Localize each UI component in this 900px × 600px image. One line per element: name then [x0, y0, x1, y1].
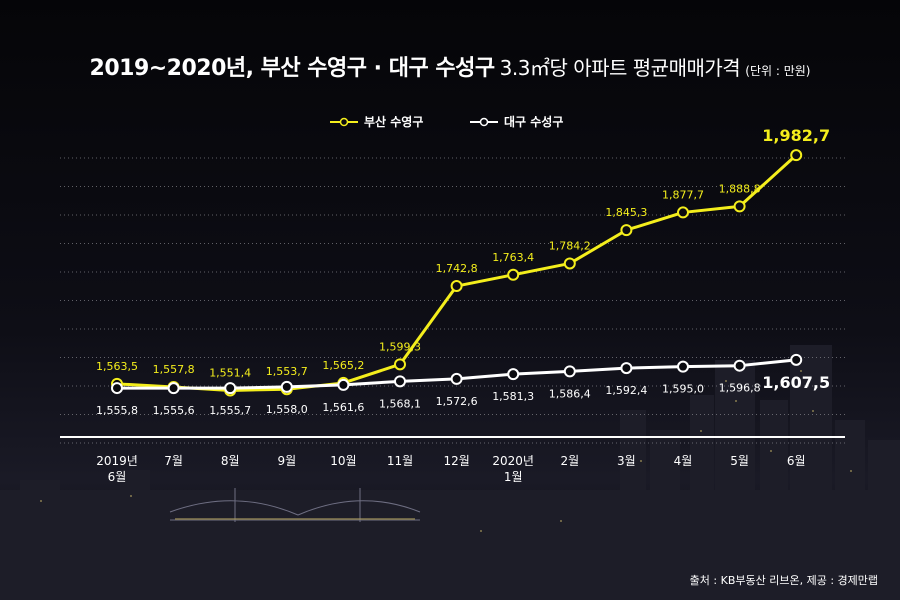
data-point-daegu [620, 362, 633, 375]
legend-item-daegu: 대구 수성구 [470, 113, 563, 130]
legend-label-busan: 부산 수영구 [364, 115, 424, 129]
data-point-daegu [507, 368, 520, 381]
legend-marker-daegu [470, 117, 498, 126]
legend-marker-busan [330, 117, 358, 126]
data-labels: 1,563,5 1,557,8 1,551,4 1,553,7 1,565,2 1,599… [96, 126, 830, 417]
data-point-daegu [563, 365, 576, 378]
title-unit: (단위 : 만원) [745, 64, 811, 78]
data-label-daegu: 1,607,5 [762, 373, 830, 392]
x-tick-label: 12월 [443, 454, 469, 468]
x-tick-label: 6월 [787, 454, 806, 468]
data-point-daegu [224, 382, 237, 395]
data-label-daegu: 1,568,1 [379, 397, 421, 410]
data-point-daegu [450, 372, 463, 385]
data-point-busan [507, 268, 520, 281]
chart-title: 2019~2020년, 부산 수영구 · 대구 수성구 3.3㎡당 아파트 평균… [0, 50, 900, 82]
data-label-daegu: 1,572,6 [436, 395, 478, 408]
data-label-daegu: 1,586,4 [549, 387, 591, 400]
x-tick-label: 2월 [560, 454, 579, 468]
data-label-busan: 1,553,7 [266, 365, 308, 378]
grid-lines [60, 157, 845, 444]
legend-item-busan: 부산 수영구 [330, 113, 423, 130]
data-label-daegu: 1,596,8 [719, 382, 761, 395]
data-label-daegu: 1,592,4 [605, 384, 647, 397]
data-label-daegu: 1,555,7 [209, 404, 251, 417]
data-point-busan [677, 206, 689, 219]
data-label-busan: 1,742,8 [436, 262, 478, 275]
data-point-daegu [337, 378, 350, 391]
data-label-daegu: 1,561,6 [322, 401, 364, 414]
x-tick-label: 2019년 6월 [96, 454, 138, 484]
data-label-busan: 1,551,4 [209, 366, 251, 379]
data-label-busan: 1,845,3 [605, 206, 647, 219]
data-point-daegu [733, 359, 746, 372]
data-point-daegu [280, 380, 293, 393]
x-tick-label: 3월 [617, 454, 636, 468]
data-point-daegu [111, 382, 123, 395]
data-label-daegu: 1,555,8 [96, 404, 138, 417]
data-point-busan [790, 149, 803, 162]
series-group [111, 149, 803, 397]
data-point-daegu [677, 360, 689, 373]
data-point-busan [620, 224, 633, 237]
legend-label-daegu: 대구 수성구 [504, 115, 564, 129]
city-skyline [0, 345, 900, 600]
source-note: 출처 : KB부동산 리브온, 제공 : 경제만랩 [689, 574, 878, 587]
data-label-daegu: 1,595,0 [662, 383, 704, 396]
data-label-busan: 1,565,2 [322, 359, 364, 372]
data-point-daegu [790, 353, 803, 366]
data-point-busan [563, 257, 576, 270]
x-tick-label: 8월 [221, 454, 240, 468]
data-label-daegu: 1,558,0 [266, 403, 308, 416]
x-tick-label: 2020년 1월 [492, 454, 534, 484]
data-label-busan: 1,888,8 [719, 182, 761, 195]
x-tick-label: 9월 [277, 454, 296, 468]
x-tick-label: 10월 [330, 454, 356, 468]
data-point-busan [394, 358, 406, 371]
title-sub: 3.3㎡당 아파트 평균매매가격 [499, 56, 741, 80]
x-tick-label: 4월 [674, 454, 693, 468]
legend: 부산 수영구 대구 수성구 [0, 113, 900, 133]
title-main: 2019~2020년, 부산 수영구 · 대구 수성구 [89, 56, 496, 81]
data-point-busan [733, 200, 746, 213]
data-point-daegu [394, 375, 406, 388]
data-label-busan: 1,784,2 [549, 239, 591, 252]
x-tick-label: 11월 [387, 454, 413, 468]
x-tick-label: 7월 [164, 454, 183, 468]
data-label-busan: 1,599,3 [379, 340, 421, 353]
data-point-busan [450, 280, 463, 293]
data-point-daegu [167, 382, 180, 395]
data-label-daegu: 1,581,3 [492, 390, 534, 403]
data-label-daegu: 1,555,6 [153, 404, 195, 417]
city-lights [40, 370, 852, 532]
data-label-busan: 1,763,4 [492, 251, 534, 264]
data-label-busan: 1,982,7 [762, 126, 830, 145]
x-tick-label: 5월 [730, 454, 749, 468]
data-label-busan: 1,557,8 [153, 363, 195, 376]
data-label-busan: 1,877,7 [662, 188, 704, 201]
data-label-busan: 1,563,5 [96, 360, 138, 373]
x-tick-labels: 2019년 6월 7월 8월 9월 10월 11월 12월 2020년 1월 2월 3월 4월 5월 6월 [96, 454, 805, 484]
